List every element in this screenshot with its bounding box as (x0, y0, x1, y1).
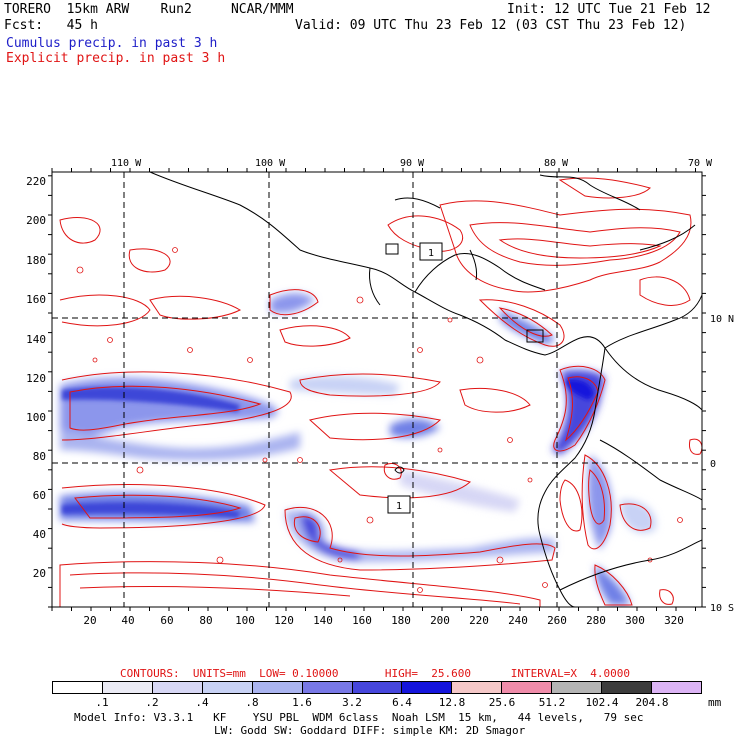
box-label-2: 1 (396, 501, 402, 512)
valid-time: Valid: 09 UTC Thu 23 Feb 12 (03 CST Thu … (295, 18, 687, 33)
y-tick-label: 220 (26, 175, 46, 188)
color-bar-segment (502, 682, 553, 693)
explicit-precip-contours (59, 177, 702, 607)
y-tick-label: 20 (33, 567, 46, 580)
y-tick-label: 200 (26, 214, 46, 227)
color-bar-label: 102.4 (585, 696, 619, 709)
color-bar (52, 681, 702, 694)
y-tick-label: 40 (33, 528, 46, 541)
axis-ticks (48, 168, 706, 611)
y-tick-label: 100 (26, 411, 46, 424)
y-tick-label: 160 (26, 293, 46, 306)
color-bar-segment (102, 682, 153, 693)
y-tick-label: 140 (26, 333, 46, 346)
color-bar-label: 51.2 (538, 696, 566, 709)
color-bar-label: .1 (95, 696, 109, 709)
x-tick-labels: 20 40 60 80 100 120 140 160 180 200 220 … (83, 614, 684, 627)
x-tick-label: 100 (235, 614, 255, 627)
lon-label: 80 W (544, 158, 569, 169)
x-tick-label: 260 (547, 614, 567, 627)
x-tick-label: 220 (469, 614, 489, 627)
y-tick-label: 80 (33, 450, 46, 463)
x-tick-label: 200 (430, 614, 450, 627)
x-tick-label: 20 (83, 614, 96, 627)
cumulus-precip-field (60, 293, 656, 605)
model-info-line1: Model Info: V3.3.1 KF YSU PBL WDM 6class… (74, 711, 644, 724)
color-bar-label: 1.6 (292, 696, 312, 709)
model-info-line2: LW: Godd SW: Goddard DIFF: simple KM: 2D… (214, 724, 526, 737)
color-bar-label: .4 (195, 696, 209, 709)
x-tick-label: 280 (586, 614, 606, 627)
color-bar-segment (652, 682, 701, 693)
x-tick-label: 300 (625, 614, 645, 627)
y-tick-label: 180 (26, 254, 46, 267)
lat-label: 0 (710, 459, 716, 470)
y-tick-label: 60 (33, 489, 46, 502)
color-bar-segment (302, 682, 353, 693)
init-time: Init: 12 UTC Tue 21 Feb 12 (507, 2, 711, 17)
color-bar-segment (352, 682, 403, 693)
y-tick-label: 120 (26, 372, 46, 385)
x-tick-label: 160 (352, 614, 372, 627)
color-bar-segment (202, 682, 253, 693)
cumulus-precip-label: Cumulus precip. in past 3 h (6, 36, 218, 51)
color-bar-segment (53, 682, 103, 693)
x-tick-label: 40 (121, 614, 134, 627)
latlon-grid (52, 172, 702, 607)
x-tick-label: 320 (664, 614, 684, 627)
lon-label: 70 W (688, 158, 713, 169)
color-bar-segment (252, 682, 303, 693)
station-boxes (387, 242, 443, 514)
model-title: TORERO 15km ARW Run2 NCAR/MMM (4, 2, 294, 17)
color-bar-label: 3.2 (342, 696, 362, 709)
lat-label: 10 N (710, 314, 734, 325)
x-tick-label: 60 (160, 614, 173, 627)
color-bar-label: 25.6 (488, 696, 516, 709)
lon-label: 90 W (400, 158, 425, 169)
y-tick-labels: 220 200 180 160 140 120 100 80 60 40 20 (26, 175, 46, 580)
color-bar-segment (552, 682, 603, 693)
color-bar-label: 6.4 (392, 696, 412, 709)
color-bar-label: 12.8 (438, 696, 466, 709)
lon-label: 100 W (255, 158, 286, 169)
map-frame (51, 171, 703, 608)
color-bar-label: .2 (145, 696, 159, 709)
color-bar-segment (402, 682, 453, 693)
x-tick-label: 180 (391, 614, 411, 627)
color-bar-segment (602, 682, 653, 693)
color-bar-label: 204.8 (635, 696, 669, 709)
coastlines (149, 172, 702, 607)
color-bar-unit: mm (708, 696, 722, 709)
x-tick-label: 140 (313, 614, 333, 627)
x-tick-label: 80 (199, 614, 212, 627)
forecast-hour: Fcst: 45 h (4, 18, 98, 33)
color-bar-segment (452, 682, 503, 693)
contour-info: CONTOURS: UNITS=mm LOW= 0.10000 HIGH= 25… (120, 667, 630, 680)
x-tick-label: 120 (274, 614, 294, 627)
lat-label: 10 S (710, 603, 734, 614)
explicit-precip-label: Explicit precip. in past 3 h (6, 51, 226, 66)
box-label-1: 1 (428, 248, 434, 259)
x-tick-label: 240 (508, 614, 528, 627)
color-bar-label: .8 (245, 696, 259, 709)
lon-labels: 110 W 100 W 90 W 80 W 70 W (111, 158, 713, 169)
lat-labels: 10 N 0 10 S (710, 314, 734, 614)
explicit-precip-speckles (76, 247, 683, 593)
lon-label: 110 W (111, 158, 142, 169)
color-bar-segment (152, 682, 203, 693)
